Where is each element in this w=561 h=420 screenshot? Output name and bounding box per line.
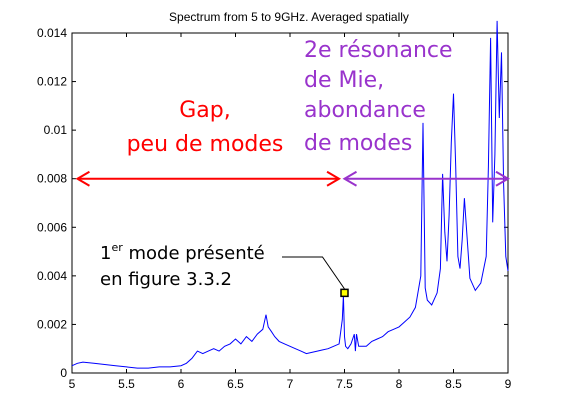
y-tick-label: 0 bbox=[60, 366, 67, 380]
x-tick-label: 7.5 bbox=[336, 377, 353, 391]
x-axis: 5 5.5 6 6.5 7 7.5 8 8.5 9 bbox=[69, 33, 512, 391]
x-tick-label: 8.5 bbox=[445, 377, 462, 391]
mode-label-superscript: er bbox=[111, 241, 123, 254]
mie-label-line2: de Mie, bbox=[304, 68, 384, 93]
y-tick-label: 0.002 bbox=[37, 317, 67, 331]
gap-arrow-head-left bbox=[75, 170, 90, 187]
mie-arrow-head-left bbox=[342, 170, 358, 187]
x-tick-label: 5 bbox=[69, 377, 76, 391]
mie-label-line3: abondance bbox=[304, 98, 426, 123]
chart-title: Spectrum from 5 to 9GHz. Averaged spatia… bbox=[169, 10, 409, 24]
mode-label-rest: mode présenté bbox=[123, 243, 265, 264]
x-tick-label: 6.5 bbox=[227, 377, 244, 391]
x-tick-label: 6 bbox=[178, 377, 185, 391]
plot-area bbox=[71, 32, 509, 374]
gap-arrow bbox=[75, 170, 342, 187]
mode-label-line1: 1er mode présenté bbox=[100, 241, 265, 264]
y-tick-label: 0.004 bbox=[37, 269, 67, 283]
spectrum-series-line bbox=[71, 20, 509, 369]
x-tick-label: 8 bbox=[396, 377, 403, 391]
y-tick-label: 0.012 bbox=[37, 75, 67, 89]
gap-label-line2: peu de modes bbox=[127, 132, 284, 157]
y-tick-label: 0.008 bbox=[37, 172, 67, 186]
annotation-text-background bbox=[96, 237, 280, 295]
first-mode-marker bbox=[340, 288, 349, 298]
mie-arrow-head-right bbox=[495, 170, 510, 187]
mie-label-line1: 2e résonance bbox=[304, 38, 453, 63]
x-tick-label: 5.5 bbox=[118, 377, 135, 391]
x-tick-label: 9 bbox=[505, 377, 512, 391]
y-tick-label: 0.01 bbox=[44, 123, 68, 137]
mode-label-line2: en figure 3.3.2 bbox=[100, 269, 232, 290]
y-axis: 0 0.002 0.004 0.006 0.008 0.01 0.012 0.014 bbox=[37, 26, 508, 380]
mie-arrow bbox=[342, 170, 510, 187]
x-tick-label: 7 bbox=[287, 377, 294, 391]
gap-label-line1: Gap, bbox=[179, 98, 231, 123]
mie-label-line4: de modes bbox=[304, 131, 412, 156]
y-tick-label: 0.006 bbox=[37, 220, 67, 234]
annotation-leader-line bbox=[282, 256, 345, 290]
gap-arrow-head-right bbox=[326, 170, 342, 187]
mode-label-number: 1 bbox=[100, 243, 111, 264]
y-tick-label: 0.014 bbox=[37, 26, 67, 40]
